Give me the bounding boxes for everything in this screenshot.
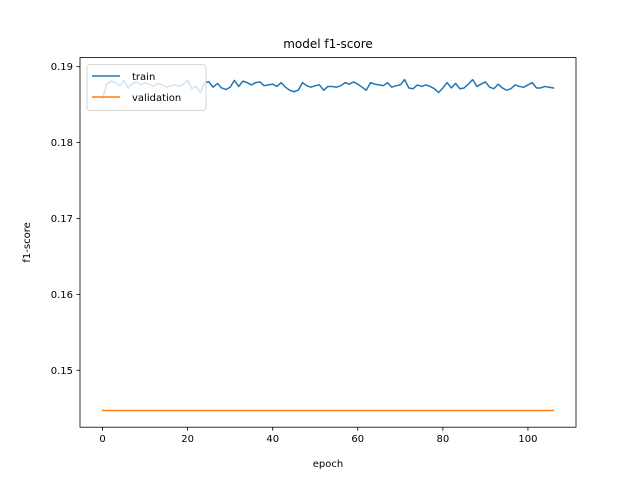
y-tick-label: 0.17: [51, 214, 73, 225]
legend: train validation: [86, 64, 207, 111]
x-tick-label: 100: [518, 434, 537, 445]
y-axis-label: f1-score: [22, 222, 33, 262]
x-tick-label: 80: [436, 434, 449, 445]
y-tick-label: 0.19: [51, 62, 73, 73]
chart-title: model f1-score: [283, 37, 373, 51]
x-tick-label: 0: [99, 434, 105, 445]
x-tick-label: 40: [266, 434, 279, 445]
x-tick-label: 60: [351, 434, 364, 445]
axes-frame: [79, 57, 577, 428]
legend-label-validation: validation: [132, 93, 181, 104]
legend-label-train: train: [132, 72, 155, 83]
y-tick-label: 0.18: [51, 138, 73, 149]
y-tick-label: 0.15: [51, 366, 73, 377]
x-axis-label: epoch: [313, 459, 343, 470]
plot-area: [101, 78, 555, 412]
x-tick-label: 20: [181, 434, 194, 445]
y-tick-label: 0.16: [51, 290, 73, 301]
axis-ticks: 0 20 40 60 80 100 0.15 0.16 0.17 0.18 0.19: [51, 62, 538, 445]
